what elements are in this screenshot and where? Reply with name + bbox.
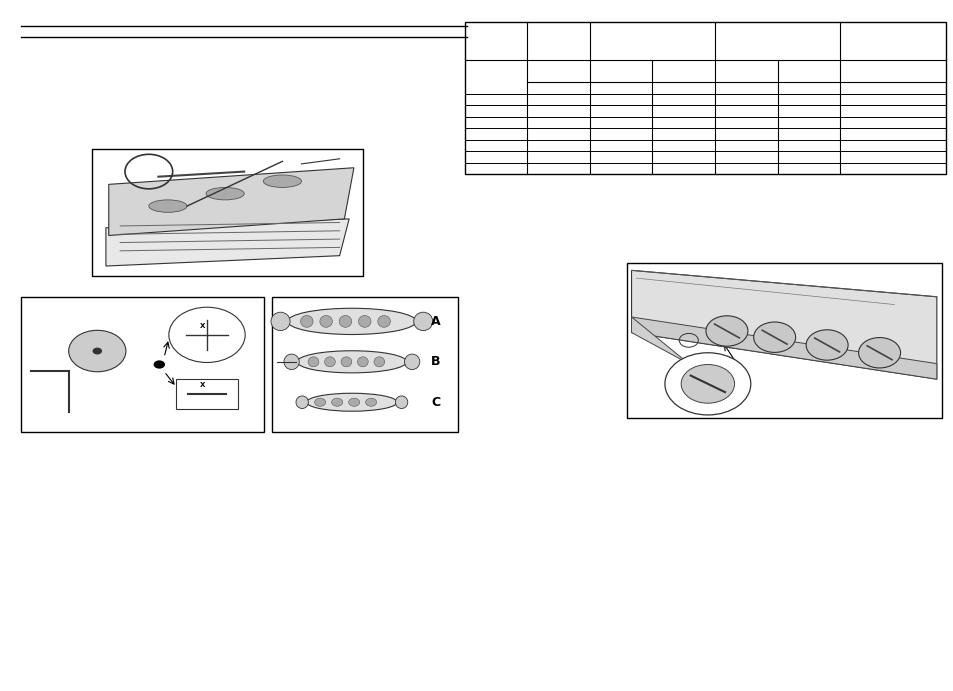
Ellipse shape [149, 200, 187, 212]
Polygon shape [631, 317, 936, 379]
Ellipse shape [332, 398, 342, 406]
Ellipse shape [365, 398, 376, 406]
Ellipse shape [300, 316, 313, 328]
Circle shape [153, 361, 165, 369]
Circle shape [680, 365, 734, 404]
Ellipse shape [306, 393, 396, 411]
Circle shape [858, 338, 900, 368]
Circle shape [69, 330, 126, 372]
Circle shape [169, 307, 245, 363]
Ellipse shape [374, 357, 384, 367]
Bar [272, 297, 457, 432]
Ellipse shape [404, 354, 419, 370]
Bar [176, 379, 237, 409]
Bar [91, 149, 363, 276]
Polygon shape [631, 317, 688, 363]
Bar [464, 22, 945, 174]
Bar [21, 297, 264, 432]
Text: X: X [199, 382, 205, 388]
Ellipse shape [340, 357, 352, 367]
Ellipse shape [319, 316, 332, 328]
Circle shape [805, 330, 847, 360]
Ellipse shape [308, 357, 318, 367]
Ellipse shape [348, 398, 359, 406]
Circle shape [753, 322, 795, 352]
Ellipse shape [377, 316, 390, 328]
Ellipse shape [357, 357, 368, 367]
Ellipse shape [271, 312, 290, 330]
Polygon shape [109, 168, 354, 236]
Ellipse shape [284, 354, 299, 370]
Bar [626, 263, 941, 418]
Text: X: X [199, 323, 205, 329]
Text: C: C [431, 396, 439, 409]
Ellipse shape [395, 396, 407, 408]
Polygon shape [631, 270, 936, 379]
Ellipse shape [324, 357, 335, 367]
Text: A: A [431, 315, 440, 328]
Ellipse shape [295, 396, 308, 408]
Text: B: B [431, 355, 440, 368]
Circle shape [92, 348, 102, 354]
Ellipse shape [339, 316, 352, 328]
Polygon shape [106, 219, 349, 266]
Circle shape [705, 316, 747, 346]
Ellipse shape [206, 187, 244, 200]
Ellipse shape [263, 175, 301, 187]
Ellipse shape [314, 398, 325, 406]
Ellipse shape [296, 351, 406, 373]
Ellipse shape [358, 316, 371, 328]
Ellipse shape [287, 308, 416, 334]
Circle shape [664, 352, 750, 415]
Ellipse shape [414, 312, 433, 330]
